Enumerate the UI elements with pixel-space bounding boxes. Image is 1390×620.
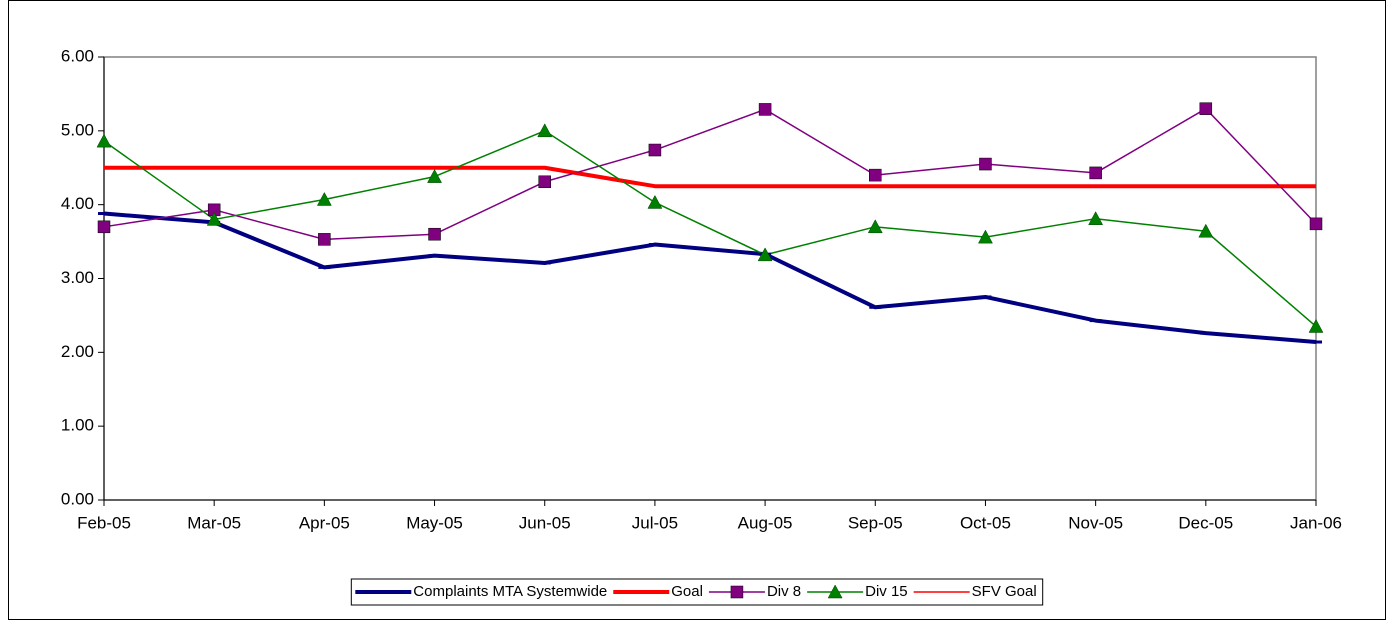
x-tick-label: Oct-05 xyxy=(960,513,1011,532)
series-line xyxy=(103,107,1317,241)
marker-triangle xyxy=(96,133,112,148)
x-tick-label: Jan-06 xyxy=(1290,513,1342,532)
legend-label: SFV Goal xyxy=(972,583,1037,600)
marker-square xyxy=(1089,166,1102,180)
x-tick-label: Aug-05 xyxy=(738,513,793,532)
marker-triangle xyxy=(537,123,553,138)
marker-square xyxy=(538,175,551,189)
marker-triangle xyxy=(206,211,222,226)
legend-item: Div 15 xyxy=(807,583,908,600)
x-tick-label: Jun-05 xyxy=(519,513,571,532)
x-tick-label: Feb-05 xyxy=(77,513,131,532)
marker-triangle xyxy=(978,229,993,244)
marker-triangle xyxy=(316,191,332,206)
legend-label: Goal xyxy=(671,583,703,600)
series-line xyxy=(103,211,1317,344)
marker-square xyxy=(869,168,882,182)
x-tick-label: Mar-05 xyxy=(187,513,241,532)
legend-item: Div 8 xyxy=(708,583,801,600)
marker-square xyxy=(428,227,441,241)
marker-square xyxy=(1309,217,1323,231)
legend-item: Complaints MTA Systemwide xyxy=(355,583,607,600)
marker-square xyxy=(758,103,772,116)
marker-triangle xyxy=(1198,223,1214,238)
marker-triangle xyxy=(1088,211,1104,225)
y-tick-label: 2.00 xyxy=(61,342,94,361)
marker-triangle xyxy=(757,247,773,262)
legend-label: Div 8 xyxy=(767,583,801,600)
legend: Complaints MTA Systemwide Goal Div 8 Div 15… xyxy=(350,578,1044,606)
marker-square xyxy=(1199,102,1213,115)
y-tick-label: 0.00 xyxy=(61,489,94,508)
marker-triangle xyxy=(827,584,843,599)
x-tick-label: May-05 xyxy=(406,513,463,532)
marker-square xyxy=(318,233,331,246)
marker-triangle xyxy=(867,219,883,234)
marker-triangle xyxy=(427,169,442,183)
legend-label: Complaints MTA Systemwide xyxy=(413,583,607,600)
marker-triangle xyxy=(1308,318,1324,333)
y-tick-label: 3.00 xyxy=(61,268,94,287)
legend-label: Div 15 xyxy=(865,583,908,600)
series-line xyxy=(104,167,1316,187)
marker-square xyxy=(979,157,992,171)
legend-item: SFV Goal xyxy=(913,583,1037,600)
y-tick-label: 4.00 xyxy=(61,194,94,213)
x-tick-label: Nov-05 xyxy=(1068,513,1123,532)
marker-square xyxy=(97,220,111,234)
y-tick-label: 5.00 xyxy=(61,120,94,139)
chart-frame xyxy=(8,0,1386,620)
y-tick-label: 1.00 xyxy=(61,416,94,435)
x-tick-label: Dec-05 xyxy=(1178,513,1233,532)
legend-item: Goal xyxy=(613,583,703,600)
y-tick-label: 6.00 xyxy=(61,46,94,65)
series-line xyxy=(103,130,1317,328)
marker-triangle xyxy=(647,194,663,209)
x-tick-label: Sep-05 xyxy=(848,513,903,532)
x-tick-label: Jul-05 xyxy=(632,513,678,532)
marker-square xyxy=(730,585,744,599)
x-tick-label: Apr-05 xyxy=(299,513,350,532)
marker-square xyxy=(648,143,662,157)
